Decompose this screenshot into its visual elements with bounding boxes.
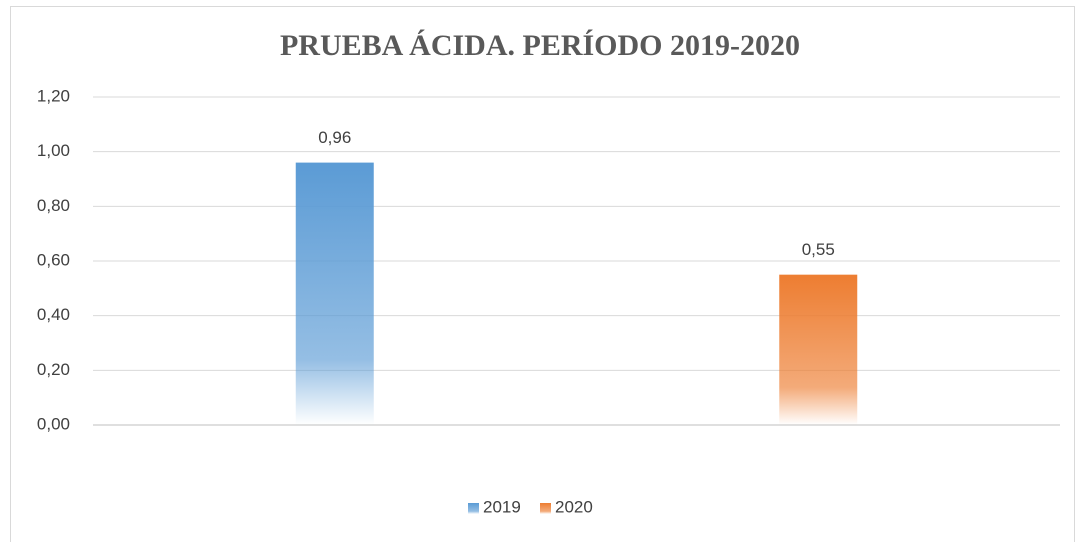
y-tick-label: 0,60 [37,250,70,269]
y-tick-label: 0,80 [37,196,70,215]
legend-label: 2020 [555,497,593,516]
bar [295,162,374,425]
chart-title: PRUEBA ÁCIDA. PERÍODO 2019-2020 [280,29,800,62]
legend-label: 2019 [483,497,521,516]
data-label: 0,55 [802,240,835,259]
y-tick-label: 0,20 [37,360,70,379]
y-tick-label: 0,00 [37,414,70,433]
y-tick-label: 0,40 [37,305,70,324]
y-tick-label: 1,00 [37,141,70,160]
legend-swatch [468,503,479,514]
data-label: 0,96 [318,128,351,147]
chart-frame [10,6,1075,542]
bar [779,274,858,425]
y-tick-label: 1,20 [37,86,70,105]
legend-swatch [540,503,551,514]
